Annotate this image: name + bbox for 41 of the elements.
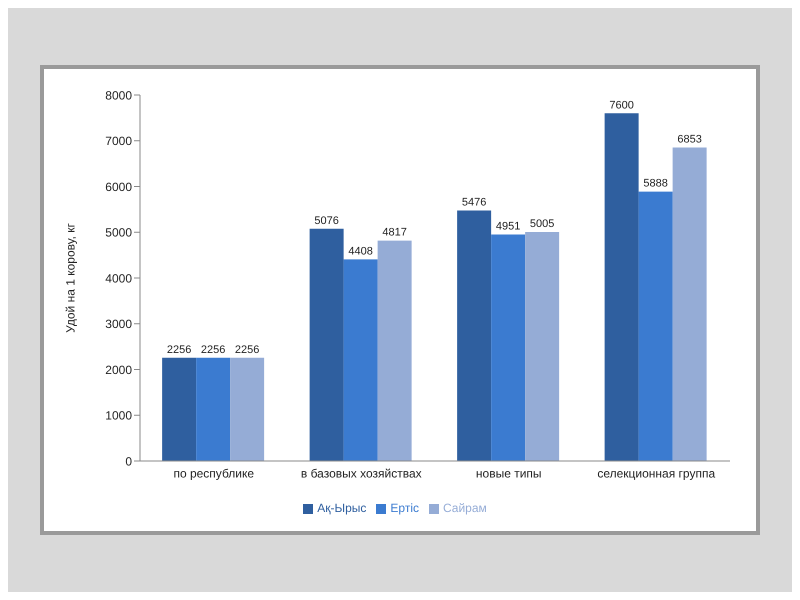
- data-label: 4951: [496, 220, 520, 232]
- bar: [604, 113, 639, 461]
- bar: [230, 358, 264, 461]
- data-label: 5476: [462, 196, 486, 208]
- bar: [457, 210, 492, 461]
- data-label: 5005: [530, 218, 554, 230]
- data-label: 6853: [677, 133, 702, 146]
- y-tick-label: 5000: [105, 226, 132, 240]
- bar: [162, 358, 196, 461]
- data-label: 7600: [609, 99, 634, 112]
- data-label: 5076: [314, 214, 339, 227]
- bar: [196, 358, 230, 461]
- bar: [638, 192, 673, 461]
- y-tick-label: 2000: [105, 362, 132, 377]
- bar: [672, 147, 707, 461]
- data-label: 2256: [200, 344, 226, 356]
- y-tick-label: 4000: [105, 271, 132, 286]
- x-tick-label: в базовых хозяйствах: [300, 466, 422, 481]
- bar: [310, 228, 344, 461]
- y-tick-label: 0: [125, 454, 132, 468]
- bar: [525, 232, 560, 461]
- data-label: 2256: [234, 344, 260, 356]
- data-label: 4817: [382, 226, 407, 239]
- y-tick-label: 3000: [105, 317, 132, 332]
- y-tick-label: 7000: [105, 134, 132, 148]
- y-tick-label: 6000: [105, 180, 132, 194]
- x-tick-label: селекционная группа: [597, 466, 716, 481]
- data-label: 2256: [166, 344, 192, 356]
- bar: [378, 240, 412, 461]
- bar: [491, 234, 526, 461]
- legend-label: Сайрам: [442, 501, 487, 515]
- data-label: 5888: [643, 178, 668, 190]
- y-tick-label: 1000: [105, 408, 132, 423]
- data-label: 4408: [348, 245, 373, 258]
- x-tick-label: новые типы: [476, 466, 542, 481]
- legend-label: Ақ-Ырыс: [317, 501, 366, 515]
- y-tick-label: 8000: [105, 88, 132, 102]
- legend-label: Ертіс: [390, 501, 419, 515]
- x-tick-label: по республике: [173, 466, 254, 481]
- y-axis-title: Удой на 1 корову, кг: [63, 222, 78, 333]
- bar: [344, 259, 378, 461]
